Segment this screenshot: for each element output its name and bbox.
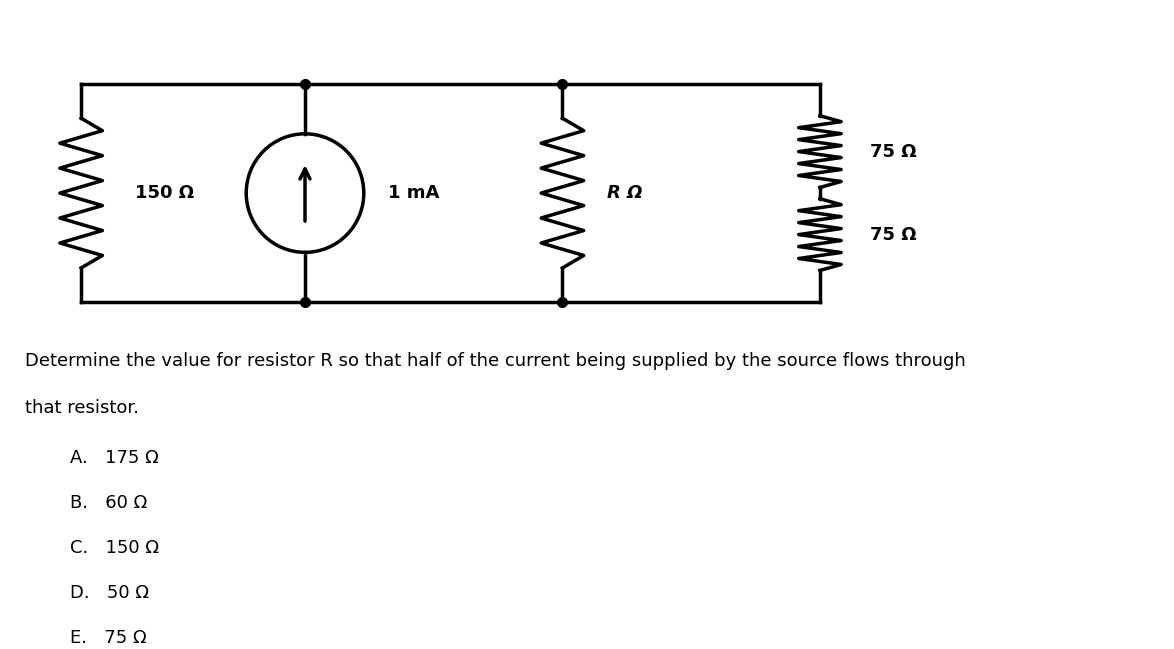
Text: A.   175 Ω: A. 175 Ω xyxy=(70,449,158,467)
Text: D.   50 Ω: D. 50 Ω xyxy=(70,583,149,602)
Text: that resistor.: that resistor. xyxy=(25,399,140,417)
Text: C.   150 Ω: C. 150 Ω xyxy=(70,539,158,557)
Text: E.   75 Ω: E. 75 Ω xyxy=(70,629,147,646)
Text: 150 Ω: 150 Ω xyxy=(135,184,194,202)
Text: R Ω: R Ω xyxy=(607,184,642,202)
Text: 1 mA: 1 mA xyxy=(389,184,440,202)
Text: B.   60 Ω: B. 60 Ω xyxy=(70,494,147,512)
Text: Determine the value for resistor R so that half of the current being supplied by: Determine the value for resistor R so th… xyxy=(25,352,966,370)
Text: 75 Ω: 75 Ω xyxy=(870,226,917,243)
Text: 75 Ω: 75 Ω xyxy=(870,143,917,160)
